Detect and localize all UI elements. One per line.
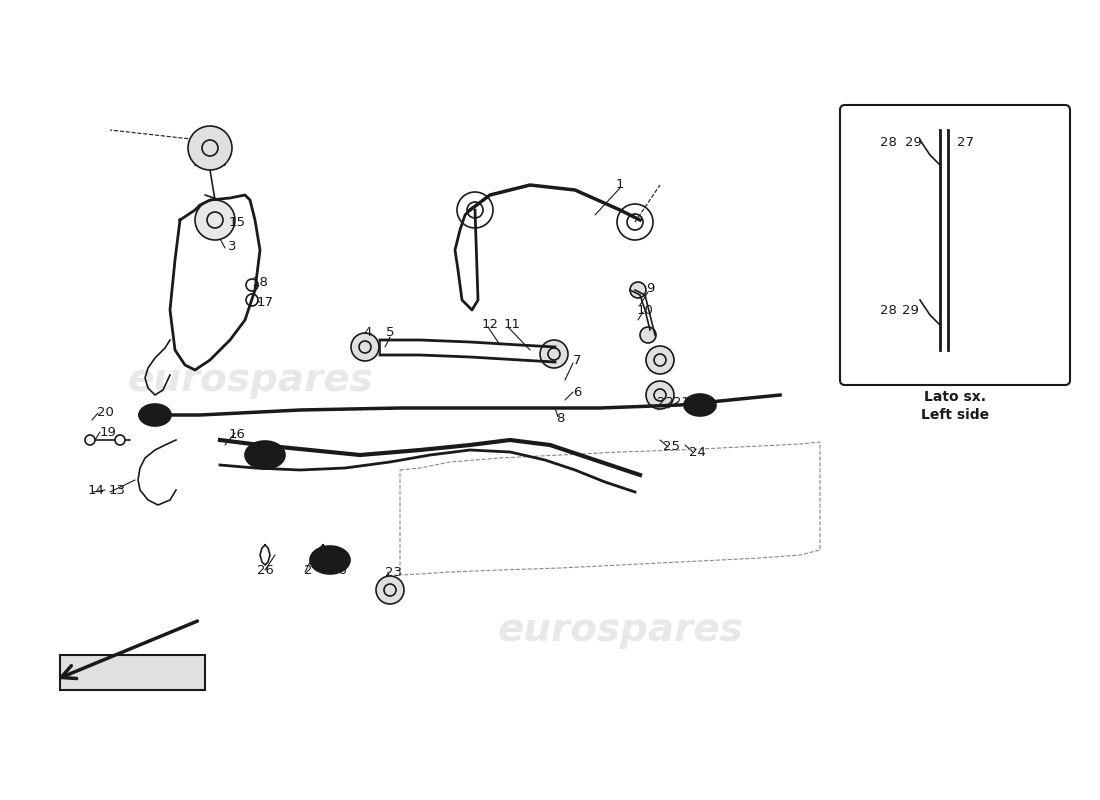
Text: eurospares: eurospares [128, 361, 373, 399]
Circle shape [85, 435, 95, 445]
Text: 8: 8 [556, 411, 564, 425]
Text: 13: 13 [109, 485, 125, 498]
Text: 21: 21 [673, 397, 691, 410]
Circle shape [934, 316, 942, 324]
Text: 27: 27 [957, 137, 974, 150]
Circle shape [376, 576, 404, 604]
Text: 26: 26 [256, 563, 274, 577]
Circle shape [351, 333, 380, 361]
Text: 23: 23 [385, 566, 402, 578]
Circle shape [540, 340, 568, 368]
Circle shape [195, 200, 235, 240]
Text: 10: 10 [637, 303, 653, 317]
Circle shape [640, 327, 656, 343]
Circle shape [934, 161, 942, 169]
Text: 1: 1 [616, 178, 625, 191]
Text: 3: 3 [228, 241, 236, 254]
Circle shape [646, 381, 674, 409]
Circle shape [246, 294, 258, 306]
Text: 28: 28 [880, 137, 896, 150]
Text: 18: 18 [252, 275, 268, 289]
Text: 25: 25 [663, 441, 681, 454]
Text: 2: 2 [304, 563, 312, 577]
Text: 24: 24 [689, 446, 705, 458]
Text: eurospares: eurospares [497, 611, 742, 649]
Text: 6: 6 [573, 386, 581, 398]
Text: 22: 22 [657, 397, 673, 410]
Ellipse shape [245, 441, 285, 469]
Text: 19: 19 [100, 426, 117, 439]
Circle shape [911, 306, 918, 314]
Text: 5: 5 [386, 326, 394, 338]
Circle shape [646, 346, 674, 374]
Text: 28: 28 [880, 303, 896, 317]
Text: 26: 26 [330, 563, 346, 577]
Text: 20: 20 [97, 406, 113, 418]
Circle shape [630, 282, 646, 298]
Text: 14: 14 [88, 485, 104, 498]
Text: 29: 29 [904, 137, 922, 150]
Text: 11: 11 [504, 318, 520, 331]
Text: 9: 9 [646, 282, 654, 294]
Text: 16: 16 [229, 429, 245, 442]
Text: 7: 7 [573, 354, 581, 366]
Circle shape [188, 126, 232, 170]
Text: 15: 15 [229, 215, 245, 229]
Text: 17: 17 [256, 295, 274, 309]
Circle shape [246, 279, 258, 291]
Text: 12: 12 [482, 318, 498, 331]
Text: Lato sx.
Left side: Lato sx. Left side [921, 390, 989, 422]
Ellipse shape [310, 546, 350, 574]
Ellipse shape [139, 404, 170, 426]
Bar [60, 655, 205, 690]
FancyBboxPatch shape [840, 105, 1070, 385]
Circle shape [116, 435, 125, 445]
Ellipse shape [684, 394, 716, 416]
Text: 4: 4 [364, 326, 372, 338]
Text: 29: 29 [902, 303, 918, 317]
Circle shape [911, 171, 918, 179]
